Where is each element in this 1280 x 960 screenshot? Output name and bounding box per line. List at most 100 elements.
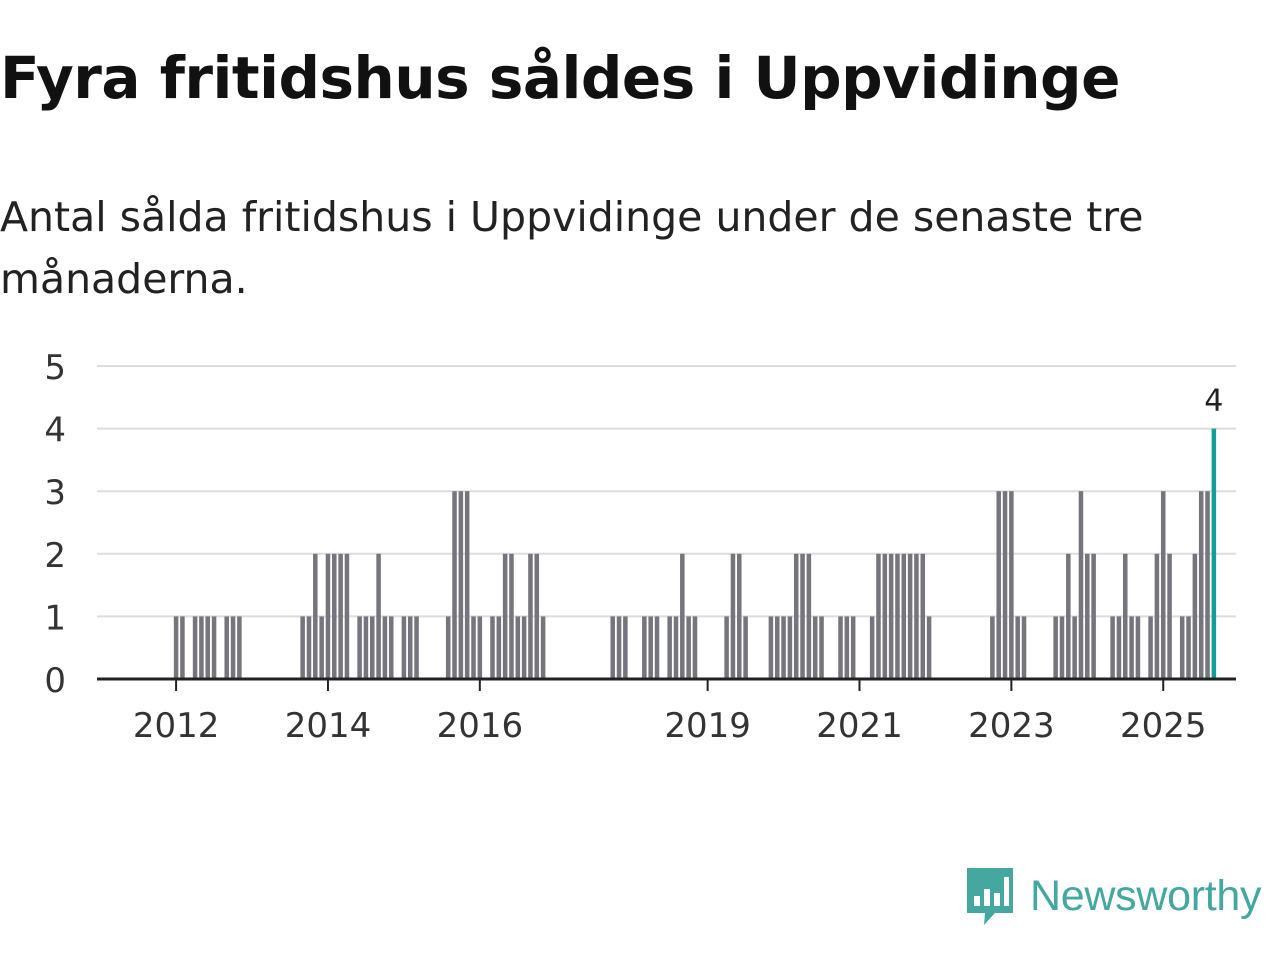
bar: [401, 616, 407, 679]
bar: [667, 616, 672, 679]
bar: [1085, 553, 1090, 679]
bar: [1053, 616, 1058, 679]
bar: [192, 616, 198, 679]
newsworthy-logo-icon: [967, 868, 1013, 925]
bar: [623, 616, 628, 679]
bar: [1179, 616, 1185, 679]
data-label: 4: [1204, 384, 1223, 419]
x-tick-label: 2021: [816, 706, 903, 746]
bar: [237, 616, 242, 679]
bar: [376, 553, 381, 679]
bar: [521, 616, 527, 679]
bar: [332, 553, 337, 679]
bar: [819, 616, 824, 679]
bar: [490, 616, 495, 679]
bar: [534, 553, 540, 679]
bar: [1198, 491, 1204, 679]
x-tick-label: 2012: [133, 706, 220, 746]
bar: [1148, 616, 1153, 679]
bar: [471, 616, 476, 679]
bar: [926, 616, 932, 679]
bar: [724, 616, 729, 679]
bar: [1123, 553, 1128, 679]
bar: [793, 553, 799, 679]
y-tick-label: 0: [44, 661, 66, 701]
bar: [907, 553, 913, 679]
bar: [452, 491, 457, 679]
bar: [224, 616, 229, 679]
bar: [1129, 616, 1134, 679]
bar: [540, 616, 546, 679]
chart-title: Fyra fritidshus såldes i Uppvidinge: [0, 44, 1120, 112]
bar: [306, 616, 312, 679]
bar: [1091, 553, 1096, 679]
bar: [199, 616, 204, 679]
bar: [774, 616, 780, 679]
bar: [173, 616, 179, 679]
bar: [869, 616, 875, 679]
bar: [1205, 491, 1210, 679]
bar: [407, 616, 413, 679]
bar: [338, 553, 343, 679]
bar: [458, 491, 464, 679]
bar: [648, 616, 653, 679]
bar: [464, 491, 470, 679]
bar: [1002, 491, 1008, 679]
bar: [800, 553, 805, 679]
bar: [806, 553, 812, 679]
y-tick-label: 4: [44, 411, 66, 451]
bar: [654, 616, 660, 679]
x-tick-label: 2025: [1120, 706, 1207, 746]
bar: [211, 616, 217, 679]
brand-logo: Newsworthy: [964, 864, 1261, 928]
bar: [1059, 616, 1065, 679]
bar: [300, 616, 305, 679]
x-tick-label: 2016: [437, 706, 524, 746]
bar: [1154, 553, 1160, 679]
x-tick-label: 2014: [285, 706, 372, 746]
bar: [357, 616, 362, 679]
bar: [838, 616, 843, 679]
bar: [528, 553, 533, 679]
bar: [1066, 553, 1071, 679]
bar: [509, 553, 514, 679]
bar: [1135, 616, 1141, 679]
bar: [996, 491, 1001, 679]
y-tick-label: 5: [44, 348, 66, 388]
bar: [1015, 616, 1020, 679]
bar: [610, 616, 615, 679]
bar: [344, 553, 350, 679]
bar: [230, 616, 236, 679]
bar: [325, 553, 331, 679]
bar: [850, 616, 856, 679]
y-tick-label: 3: [44, 473, 66, 513]
bar: [1072, 616, 1077, 679]
bar: [901, 553, 907, 679]
bar: [768, 616, 774, 679]
bar: [642, 616, 647, 679]
bar: [730, 553, 736, 679]
highlight-bar: [1211, 428, 1217, 679]
bar: [1186, 616, 1191, 679]
bar: [1021, 616, 1027, 679]
bar: [1160, 491, 1166, 679]
x-tick-label: 2019: [664, 706, 751, 746]
bar: [920, 553, 926, 679]
bar: [1192, 553, 1198, 679]
bar: [363, 616, 369, 679]
bar: [686, 616, 691, 679]
y-tick-label: 1: [44, 598, 66, 638]
chart-subtitle: Antal sålda fritidshus i Uppvidinge unde…: [0, 193, 1144, 303]
bar: [844, 616, 850, 679]
bar: [990, 616, 995, 679]
bar: [737, 553, 742, 679]
bar: [876, 553, 881, 679]
bar: [692, 616, 698, 679]
bar: [515, 616, 521, 679]
bar: [445, 616, 451, 679]
bar: [1078, 491, 1084, 679]
bar: [477, 616, 483, 679]
bar: [743, 616, 748, 679]
x-tick-label: 2023: [968, 706, 1055, 746]
